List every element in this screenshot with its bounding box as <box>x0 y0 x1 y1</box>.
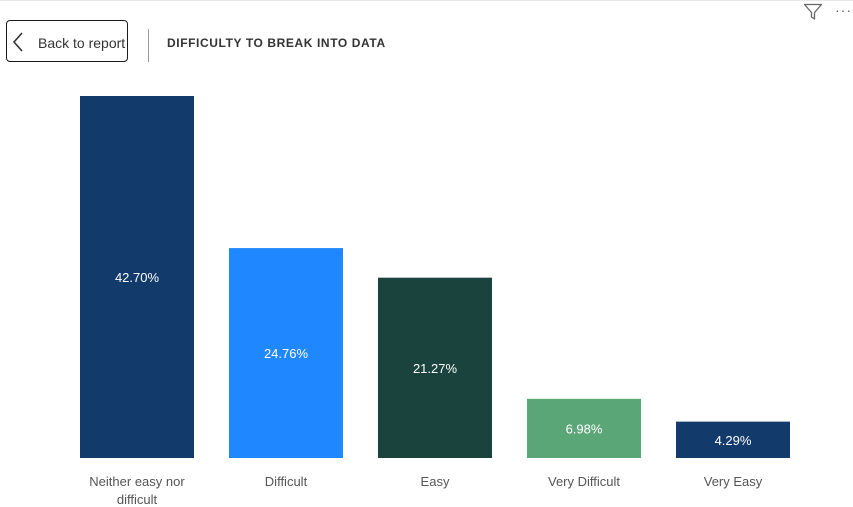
data-label-0: 42.70% <box>115 270 160 285</box>
category-label-3: Very Difficult <box>548 474 620 489</box>
category-label-1: Difficult <box>265 474 308 489</box>
filter-icon[interactable] <box>803 3 823 21</box>
category-label-2: Easy <box>421 474 450 489</box>
bar-3[interactable] <box>527 398 641 458</box>
data-label-4: 4.29% <box>715 433 752 448</box>
data-label-1: 24.76% <box>264 346 309 361</box>
bar-1[interactable] <box>229 248 343 458</box>
bar-2[interactable] <box>378 277 492 458</box>
category-label-0-line-0: Neither easy nor <box>89 474 185 489</box>
more-options-icon[interactable]: ··· <box>835 2 852 18</box>
header-divider <box>148 29 149 62</box>
chevron-left-icon <box>12 32 23 52</box>
data-label-3: 6.98% <box>566 421 603 436</box>
category-label-4: Very Easy <box>704 474 763 489</box>
top-border <box>0 0 853 1</box>
category-label-0-line-1: difficult <box>117 492 158 507</box>
data-label-2: 21.27% <box>413 361 458 376</box>
bar-0[interactable] <box>80 96 194 458</box>
back-to-report-button[interactable]: Back to report <box>6 20 128 62</box>
back-to-report-label: Back to report <box>38 35 126 51</box>
bar-4[interactable] <box>676 421 790 458</box>
page-title: DIFFICULTY TO BREAK INTO DATA <box>167 36 386 50</box>
